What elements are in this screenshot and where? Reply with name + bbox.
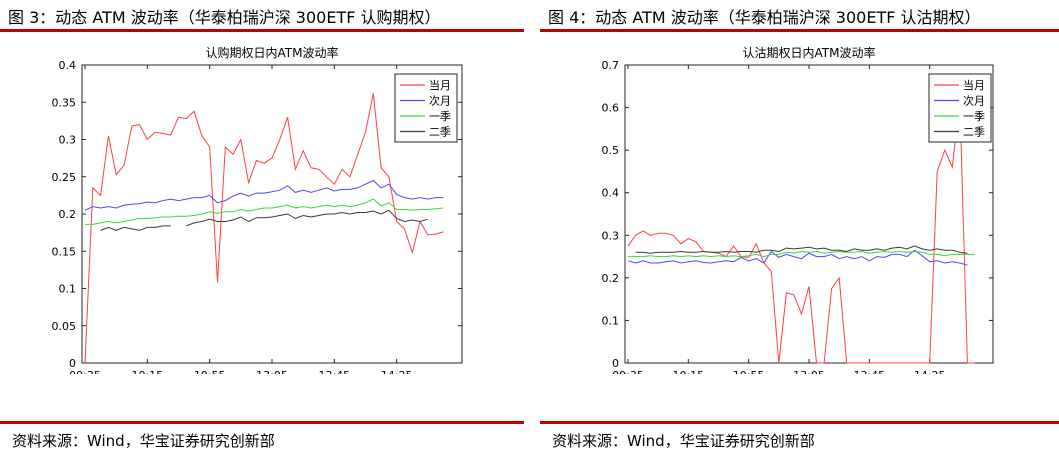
bottom-divider (540, 421, 1059, 424)
y-tick-label: 0.25 (52, 171, 77, 184)
y-tick-label: 0 (69, 357, 76, 370)
y-tick-label: 0.15 (52, 245, 77, 258)
figure-panel-call: 图 3：动态 ATM 波动率（华泰柏瑞沪深 300ETF 认购期权） 认购期权日… (0, 0, 524, 459)
series-line-1 (84, 93, 444, 364)
figure-panel-put: 图 4：动态 ATM 波动率（华泰柏瑞沪深 300ETF 认沽期权） 认沽期权日… (540, 0, 1059, 459)
y-tick-label: 0.05 (52, 320, 77, 333)
x-tick-label: 13:45 (318, 369, 350, 374)
series-line-3 (85, 198, 444, 225)
x-tick-label: 09:35 (69, 369, 101, 374)
series-line-4 (100, 209, 428, 231)
series-line-4 (635, 245, 968, 254)
source-note: 资料来源：Wind，华宝证券研究创新部 (552, 432, 815, 450)
legend-label: 二季 (429, 126, 451, 139)
legend-label: 当月 (963, 78, 985, 92)
series-line-3 (628, 250, 975, 258)
y-tick-label: 0.6 (602, 102, 620, 115)
y-tick-label: 0.3 (59, 134, 77, 147)
legend-label: 二季 (963, 126, 985, 139)
x-tick-label: 10:55 (733, 369, 765, 374)
y-tick-label: 0.35 (52, 96, 77, 109)
series-line-1 (627, 99, 975, 364)
x-tick-label: 13:05 (256, 369, 288, 374)
legend-label: 当月 (429, 78, 451, 92)
bottom-divider (0, 421, 524, 424)
put-atm-volatility-chart: 认沽期权日内ATM波动率 0 0.1 0.2 0.3 0.4 0.5 0.6 0.7 09:35 1… (602, 45, 994, 374)
legend-label: 一季 (429, 110, 451, 123)
legend-label: 次月 (429, 94, 451, 108)
x-tick-label: 10:15 (672, 369, 704, 374)
y-tick-label: 0.1 (602, 314, 620, 327)
chart-title: 认购期权日内ATM波动率 (206, 45, 339, 60)
y-tick-label: 0.4 (602, 187, 620, 200)
x-tick-label: 10:15 (131, 369, 163, 374)
legend-label: 次月 (963, 94, 985, 108)
x-tick-label: 13:05 (793, 369, 825, 374)
y-tick-label: 0.4 (59, 59, 77, 72)
y-tick-label: 0.3 (602, 229, 620, 242)
source-note: 资料来源：Wind，华宝证券研究创新部 (12, 432, 275, 450)
series-line-2 (627, 249, 968, 266)
y-tick-label: 0.2 (602, 272, 620, 285)
y-tick-label: 0.2 (59, 208, 77, 221)
call-atm-volatility-chart: 认购期权日内ATM波动率 0 0.05 0.1 0.15 0.2 0.25 0.3 0.35 0.… (52, 45, 463, 374)
x-tick-label: 14:25 (381, 369, 413, 374)
y-tick-label: 0.5 (602, 144, 620, 157)
x-tick-label: 10:55 (194, 369, 226, 374)
figure-title: 图 4：动态 ATM 波动率（华泰柏瑞沪深 300ETF 认沽期权） (548, 8, 981, 27)
x-tick-label: 09:35 (612, 369, 644, 374)
figure-title: 图 3：动态 ATM 波动率（华泰柏瑞沪深 300ETF 认购期权） (8, 8, 441, 27)
x-tick-label: 14:25 (914, 369, 946, 374)
top-divider (0, 29, 524, 32)
y-tick-label: 0.1 (59, 283, 77, 296)
x-tick-label: 13:45 (853, 369, 885, 374)
y-tick-label: 0.7 (602, 59, 620, 72)
legend-label: 一季 (963, 110, 985, 123)
top-divider (540, 29, 1059, 32)
chart-title: 认沽期权日内ATM波动率 (743, 45, 876, 60)
y-tick-label: 0 (612, 357, 619, 370)
series-line-2 (84, 179, 444, 211)
